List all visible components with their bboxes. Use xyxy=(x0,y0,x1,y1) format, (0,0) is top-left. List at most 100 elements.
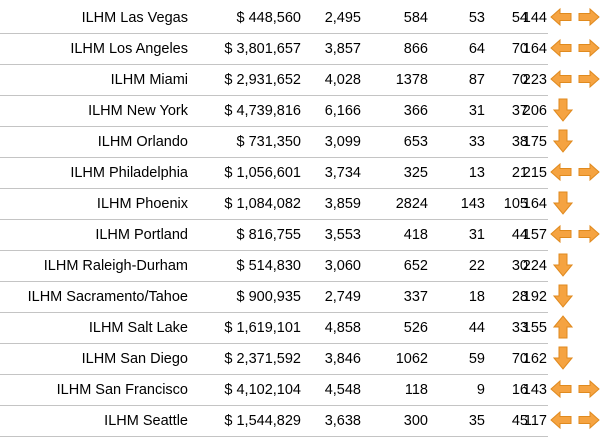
count-value-2: 652 xyxy=(403,258,428,274)
count-value-1: 3,857 xyxy=(324,41,361,57)
count-value-4: 16 xyxy=(511,382,528,398)
left-right-arrows-icon xyxy=(550,406,600,436)
count-value-4: 30 xyxy=(511,258,528,274)
count-value-1: 3,638 xyxy=(324,413,361,429)
count-value-5: 206 xyxy=(522,103,547,119)
market-name: ILHM Las Vegas xyxy=(81,10,188,26)
table-row: ILHM Orlando $ 731,350 3,099 653 33 38 175 xyxy=(0,127,600,158)
market-name: ILHM San Francisco xyxy=(56,382,188,398)
revenue-value: $ 731,350 xyxy=(236,134,301,150)
count-value-5: 215 xyxy=(522,165,547,181)
count-value-2: 866 xyxy=(403,41,428,57)
revenue-value: $ 514,830 xyxy=(236,258,301,274)
table-row: ILHM New York $ 4,739,816 6,166 366 31 37 206 xyxy=(0,96,600,127)
market-name: ILHM Portland xyxy=(95,227,188,243)
left-right-arrows-icon xyxy=(550,65,600,95)
count-value-3: 33 xyxy=(468,134,485,150)
table-row: ILHM Phoenix $ 1,084,082 3,859 2824 143 105 16… xyxy=(0,189,600,220)
market-name: ILHM Los Angeles xyxy=(70,41,188,57)
count-value-2: 653 xyxy=(403,134,428,150)
count-value-3: 59 xyxy=(468,351,485,367)
market-name: ILHM Miami xyxy=(110,72,188,88)
count-value-2: 366 xyxy=(403,103,428,119)
revenue-value: $ 3,801,657 xyxy=(224,41,301,57)
revenue-value: $ 1,084,082 xyxy=(224,196,301,212)
revenue-value: $ 1,619,101 xyxy=(224,320,301,336)
revenue-value: $ 900,935 xyxy=(236,289,301,305)
revenue-value: $ 1,056,601 xyxy=(224,165,301,181)
count-value-3: 53 xyxy=(468,10,485,26)
count-value-4: 70 xyxy=(511,72,528,88)
left-right-arrows-icon xyxy=(550,34,600,64)
count-value-1: 3,734 xyxy=(324,165,361,181)
count-value-2: 118 xyxy=(404,382,428,398)
count-value-5: 117 xyxy=(523,413,547,429)
count-value-4: 37 xyxy=(511,103,528,119)
count-value-3: 35 xyxy=(468,413,485,429)
count-value-5: 224 xyxy=(522,258,547,274)
down-arrow-icon xyxy=(550,189,600,219)
row-divider xyxy=(0,64,548,65)
count-value-1: 3,060 xyxy=(324,258,361,274)
table-row: ILHM Las Vegas $ 448,560 2,495 584 53 54 144 xyxy=(0,3,600,34)
count-value-3: 87 xyxy=(468,72,485,88)
count-value-4: 28 xyxy=(511,289,528,305)
table-row: ILHM Raleigh-Durham $ 514,830 3,060 652 22 30… xyxy=(0,251,600,282)
count-value-4: 45 xyxy=(511,413,528,429)
count-value-4: 33 xyxy=(511,320,528,336)
market-name: ILHM Orlando xyxy=(97,134,188,150)
table-row: ILHM Philadelphia $ 1,056,601 3,734 325 13 21… xyxy=(0,158,600,189)
down-arrow-icon xyxy=(550,344,600,374)
row-divider xyxy=(0,405,548,406)
count-value-3: 9 xyxy=(476,382,485,398)
down-arrow-icon xyxy=(550,127,600,157)
count-value-3: 22 xyxy=(468,258,485,274)
count-value-1: 3,553 xyxy=(324,227,361,243)
left-right-arrows-icon xyxy=(550,375,600,405)
revenue-value: $ 2,371,592 xyxy=(224,351,301,367)
row-divider xyxy=(0,250,548,251)
count-value-2: 325 xyxy=(403,165,428,181)
revenue-value: $ 448,560 xyxy=(236,10,301,26)
market-name: ILHM Raleigh-Durham xyxy=(43,258,188,274)
count-value-4: 54 xyxy=(511,10,528,26)
count-value-4: 44 xyxy=(511,227,528,243)
count-value-4: 70 xyxy=(511,351,528,367)
down-arrow-icon xyxy=(550,96,600,126)
count-value-1: 3,846 xyxy=(324,351,361,367)
count-value-1: 4,548 xyxy=(324,382,361,398)
count-value-4: 21 xyxy=(511,165,528,181)
row-divider xyxy=(0,436,548,437)
count-value-3: 31 xyxy=(468,103,485,119)
row-divider xyxy=(0,126,548,127)
table-row: ILHM San Francisco $ 4,102,104 4,548 118 9 16… xyxy=(0,375,600,406)
row-divider xyxy=(0,343,548,344)
count-value-4: 105 xyxy=(503,196,528,212)
market-name: ILHM Salt Lake xyxy=(88,320,188,336)
market-name: ILHM Sacramento/Tahoe xyxy=(27,289,188,305)
count-value-3: 44 xyxy=(468,320,485,336)
revenue-value: $ 4,739,816 xyxy=(224,103,301,119)
table-row: ILHM Los Angeles $ 3,801,657 3,857 866 64 70 1… xyxy=(0,34,600,65)
count-value-3: 64 xyxy=(468,41,485,57)
left-right-arrows-icon xyxy=(550,3,600,33)
count-value-4: 38 xyxy=(511,134,528,150)
count-value-2: 1062 xyxy=(395,351,428,367)
count-value-2: 418 xyxy=(403,227,428,243)
table-row: ILHM Salt Lake $ 1,619,101 4,858 526 44 33 155 xyxy=(0,313,600,344)
table-row: ILHM Sacramento/Tahoe $ 900,935 2,749 337 18… xyxy=(0,282,600,313)
count-value-5: 175 xyxy=(522,134,547,150)
count-value-1: 3,099 xyxy=(324,134,361,150)
count-value-2: 1378 xyxy=(395,72,428,88)
count-value-2: 2824 xyxy=(395,196,428,212)
market-name: ILHM Seattle xyxy=(104,413,188,429)
left-right-arrows-icon xyxy=(550,158,600,188)
count-value-5: 162 xyxy=(522,351,547,367)
count-value-5: 223 xyxy=(522,72,547,88)
down-arrow-icon xyxy=(550,282,600,312)
revenue-value: $ 1,544,829 xyxy=(224,413,301,429)
market-name: ILHM Phoenix xyxy=(96,196,188,212)
row-divider xyxy=(0,95,548,96)
revenue-value: $ 2,931,652 xyxy=(224,72,301,88)
